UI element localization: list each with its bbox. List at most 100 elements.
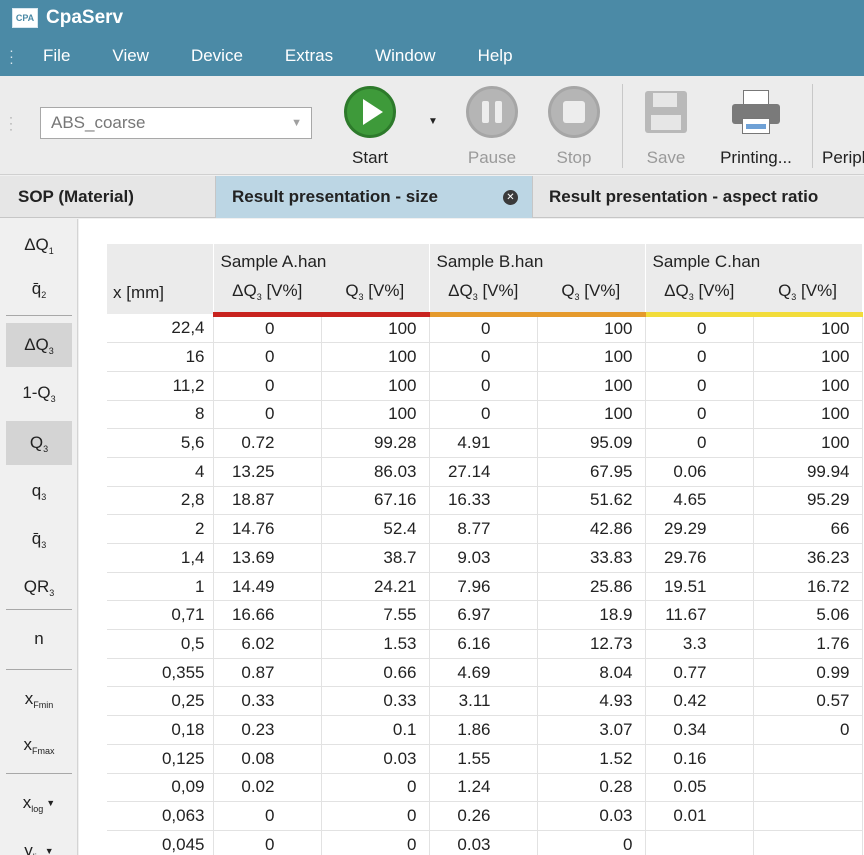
menu-help[interactable]: Help	[477, 46, 513, 65]
pause-button[interactable]: Pause	[452, 86, 532, 170]
table-row[interactable]: 0,045 0 0 0.03 0	[107, 830, 863, 855]
material-dropdown[interactable]: ABS_coarse ▼	[40, 107, 312, 139]
q3-column-header: Q3 [V%]	[321, 272, 429, 317]
delta-q3-cell	[645, 830, 754, 855]
close-icon[interactable]: ✕	[503, 190, 518, 205]
distribution-button-label: QR	[23, 577, 50, 596]
distribution-button-subscript: 3	[43, 444, 49, 454]
table-row[interactable]: 0,5 6.02 1.53 6.16 12.73 3.3 1.76	[107, 629, 863, 659]
table-row[interactable]: 11,2 0 100 0 100 0 100	[107, 371, 863, 401]
table-row[interactable]: 5,6 0.72 99.28 4.91 95.09 0 100	[107, 428, 863, 458]
delta-q3-cell: 4.65	[645, 486, 754, 516]
menu-view[interactable]: View	[112, 46, 149, 65]
q3-cell: 38.7	[321, 543, 430, 573]
x-cell: 2,8	[107, 486, 214, 516]
save-button[interactable]: Save	[626, 86, 706, 170]
q3-cell: 66	[753, 514, 863, 544]
printing-button[interactable]: Printing...	[716, 86, 796, 170]
table-row[interactable]: 0,125 0.08 0.03 1.55 1.52 0.16	[107, 744, 863, 774]
tab-result-aspect-ratio[interactable]: Result presentation - aspect ratio	[533, 176, 864, 218]
delta-q3-cell: 14.49	[213, 572, 322, 602]
x-cell: 1	[107, 572, 214, 602]
distribution-button-subscript: 1	[48, 246, 54, 256]
distribution-button[interactable]: xFmax	[6, 723, 72, 767]
tab-sop-material[interactable]: SOP (Material)	[0, 176, 216, 218]
delta-q3-cell: 0	[213, 371, 322, 401]
peripheral-button[interactable]: Periph	[822, 86, 864, 170]
distribution-button[interactable]: Q3	[6, 421, 72, 465]
delta-q3-cell: 16.33	[429, 486, 538, 516]
column-header-symbol: ΔQ	[232, 281, 257, 301]
table-row[interactable]: 0,18 0.23 0.1 1.86 3.07 0.34 0	[107, 715, 863, 745]
q3-cell: 42.86	[537, 514, 646, 544]
distribution-button[interactable]: q̄2	[6, 267, 72, 311]
table-row[interactable]: 0,063 0 0 0.26 0.03 0.01	[107, 801, 863, 831]
distribution-button[interactable]: ylin▼	[6, 829, 72, 855]
start-button-label: Start	[352, 148, 388, 167]
column-header-subscript: 3	[256, 292, 262, 303]
q3-cell: 0	[753, 715, 863, 745]
menu-file[interactable]: File	[43, 46, 71, 65]
start-button[interactable]: Start	[330, 86, 410, 170]
delta-q3-cell: 0	[429, 342, 538, 372]
q3-cell: 100	[321, 314, 430, 344]
menu-window[interactable]: Window	[375, 46, 436, 65]
table-row[interactable]: 0,355 0.87 0.66 4.69 8.04 0.77 0.99	[107, 658, 863, 688]
distribution-button-subscript: 3	[49, 588, 55, 598]
distribution-button[interactable]: ΔQ1	[6, 223, 72, 267]
q3-cell: 7.55	[321, 600, 430, 631]
table-row[interactable]: 2,8 18.87 67.16 16.33 51.62 4.65 95.29	[107, 486, 863, 516]
delta-q3-cell: 13.25	[213, 457, 322, 487]
distribution-button-subscript: log	[31, 804, 44, 814]
stop-button[interactable]: Stop	[534, 86, 614, 170]
delta-q3-cell: 0.08	[213, 744, 322, 774]
results-table-area: Sample A.han Sample B.han Sample C.han x…	[79, 219, 864, 855]
table-row[interactable]: 16 0 100 0 100 0 100	[107, 342, 863, 372]
distribution-button[interactable]: 1-Q3	[6, 371, 72, 415]
table-row[interactable]: 1,4 13.69 38.7 9.03 33.83 29.76 36.23	[107, 543, 863, 573]
table-row[interactable]: 2 14.76 52.4 8.77 42.86 29.29 66	[107, 514, 863, 544]
distribution-button[interactable]: xFmin	[6, 677, 72, 721]
q3-cell: 51.62	[537, 486, 646, 516]
table-row[interactable]: 22,4 0 100 0 100 0 100	[107, 314, 863, 344]
x-cell: 0,045	[107, 830, 214, 855]
delta-q3-cell: 16.66	[213, 600, 322, 631]
menu-extras[interactable]: Extras	[284, 46, 334, 65]
table-row[interactable]: 0,09 0.02 0 1.24 0.28 0.05	[107, 773, 863, 803]
x-cell: 22,4	[107, 314, 214, 344]
distribution-button[interactable]: n	[6, 617, 72, 661]
delta-q3-cell: 0	[645, 400, 754, 430]
panel-separator	[6, 773, 72, 774]
column-header-symbol: Q	[561, 281, 575, 301]
panel-separator	[6, 669, 72, 670]
distribution-button[interactable]: q̄3	[6, 517, 72, 561]
distribution-button-subscript: 3	[50, 394, 56, 404]
chevron-down-icon: ▼	[44, 846, 54, 855]
q3-cell: 100	[753, 342, 863, 372]
delta-q3-cell: 0	[213, 830, 322, 855]
toolbar-separator	[812, 84, 813, 168]
table-row[interactable]: 1 14.49 24.21 7.96 25.86 19.51 16.72	[107, 572, 863, 602]
table-row[interactable]: 8 0 100 0 100 0 100	[107, 400, 863, 430]
table-row[interactable]: 4 13.25 86.03 27.14 67.95 0.06 99.94	[107, 457, 863, 487]
panel-separator	[6, 609, 72, 610]
delta-q3-cell: 6.16	[429, 629, 538, 659]
delta-q3-cell: 29.29	[645, 514, 754, 544]
q3-cell: 100	[321, 371, 430, 401]
start-options-dropdown-icon[interactable]: ▼	[428, 116, 438, 127]
q3-cell: 8.04	[537, 658, 646, 688]
distribution-button[interactable]: q3	[6, 469, 72, 513]
distribution-selector-panel: ΔQ1 q̄2 ΔQ3 1-Q3 Q3 q3 q̄3 QR3 n xFmin xFmax xlog▼ y…	[0, 219, 78, 855]
distribution-button[interactable]: QR3	[6, 565, 72, 609]
menu-device[interactable]: Device	[190, 46, 243, 65]
table-row[interactable]: 0,25 0.33 0.33 3.11 4.93 0.42 0.57	[107, 686, 863, 717]
distribution-button[interactable]: xlog▼	[6, 781, 72, 825]
stop-button-label: Stop	[556, 148, 592, 167]
distribution-button[interactable]: ΔQ3	[6, 323, 72, 367]
delta-q3-cell: 0	[213, 400, 322, 430]
q3-cell: 100	[537, 342, 646, 372]
q3-cell: 0	[537, 830, 646, 855]
printer-icon	[732, 90, 780, 136]
tab-result-size[interactable]: Result presentation - size ✕	[216, 176, 533, 218]
table-row[interactable]: 0,71 16.66 7.55 6.97 18.9 11.67 5.06	[107, 600, 863, 631]
